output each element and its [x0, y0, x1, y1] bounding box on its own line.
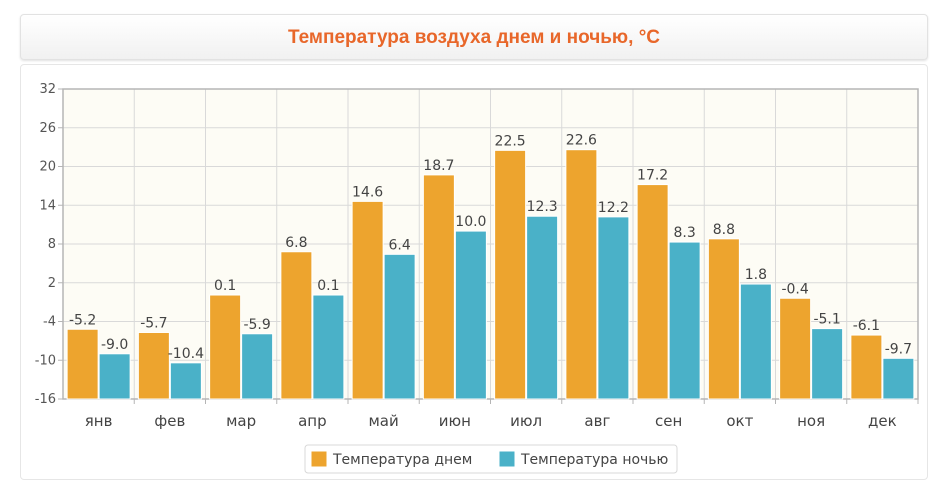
- x-tick-label: окт: [726, 412, 753, 430]
- data-label-night: 0.1: [317, 278, 339, 294]
- bar-day: [422, 174, 455, 400]
- legend-item-night-swatch: [498, 450, 516, 468]
- data-label-day: -0.4: [781, 281, 808, 297]
- x-tick-label: мар: [226, 412, 256, 430]
- data-label-night: 10.0: [455, 214, 486, 230]
- y-tick-label: 32: [39, 82, 56, 97]
- data-label-night: 12.3: [527, 199, 558, 215]
- data-label-day: -5.2: [69, 312, 96, 328]
- bar-day: [494, 149, 527, 400]
- data-label-night: -9.0: [101, 337, 128, 353]
- data-label-night: -5.9: [243, 317, 270, 333]
- y-tick-label: -4: [43, 315, 56, 330]
- bar-night: [668, 241, 701, 400]
- legend-box: [304, 444, 678, 474]
- bar-night: [383, 253, 416, 400]
- bar-night: [98, 353, 131, 400]
- chart-title: Температура воздуха днем и ночью, °C: [287, 27, 661, 48]
- bar-night: [882, 357, 915, 400]
- y-tick-label: 20: [39, 160, 56, 175]
- bar-day: [850, 334, 883, 400]
- bar-night: [241, 333, 274, 400]
- bar-night: [312, 294, 345, 400]
- data-label-night: -10.4: [168, 346, 204, 362]
- data-label-day: 14.6: [352, 184, 383, 200]
- bar-day: [209, 294, 242, 400]
- bar-day: [351, 200, 384, 400]
- data-label-day: 6.8: [285, 235, 307, 251]
- bar-day: [66, 328, 99, 400]
- bar-day: [565, 149, 598, 400]
- x-tick-label: апр: [298, 412, 327, 430]
- x-tick-label: авг: [584, 412, 610, 430]
- x-tick-label: июн: [439, 412, 471, 430]
- bar-day: [280, 251, 313, 400]
- y-tick-label: 14: [39, 198, 56, 213]
- x-tick-label: сен: [655, 412, 682, 430]
- x-tick-label: фев: [154, 412, 185, 430]
- x-tick-label: июл: [510, 412, 542, 430]
- bar-day: [636, 184, 669, 400]
- data-label-day: 8.8: [713, 222, 735, 238]
- bar-night: [739, 283, 772, 400]
- y-tick-label: -16: [35, 392, 56, 407]
- data-label-night: -5.1: [813, 312, 840, 328]
- data-label-night: -9.7: [885, 341, 912, 357]
- chart-title-box: Температура воздуха днем и ночью, °C: [20, 14, 928, 60]
- x-tick-label: дек: [868, 412, 897, 430]
- legend-item-day-label: Температура днем: [332, 452, 472, 468]
- bar-night: [597, 216, 630, 400]
- data-label-day: -5.7: [140, 315, 167, 331]
- legend-item-day-swatch: [310, 450, 328, 468]
- bar-night: [526, 215, 559, 400]
- y-tick-label: 2: [48, 276, 56, 291]
- x-tick-label: ноя: [797, 412, 825, 430]
- data-label-day: 0.1: [214, 278, 236, 294]
- data-label-night: 12.2: [598, 200, 629, 216]
- y-tick-label: -10: [35, 353, 56, 368]
- bar-night: [811, 328, 844, 400]
- data-label-night: 6.4: [388, 237, 410, 253]
- data-label-day: 18.7: [423, 158, 454, 174]
- chart-container: 32 26 20 14 8 2 -4 -10 -16 -5.2 -9.0 янв -5.7 -10.4 фе…: [20, 64, 928, 480]
- bar-day: [779, 297, 812, 400]
- data-label-day: -6.1: [853, 318, 880, 334]
- bar-chart: 32 26 20 14 8 2 -4 -10 -16 -5.2 -9.0 янв -5.7-10.4 фе…: [35, 82, 919, 474]
- legend-item-night-label: Температура ночью: [520, 452, 669, 468]
- bar-night: [169, 362, 202, 400]
- bar-day: [707, 238, 740, 400]
- bar-night: [454, 230, 487, 400]
- x-tick-label: май: [368, 412, 398, 430]
- y-tick-label: 8: [48, 237, 56, 252]
- data-label-day: 22.5: [495, 133, 526, 149]
- data-label-day: 17.2: [637, 168, 668, 184]
- data-label-day: 22.6: [566, 133, 597, 149]
- bar-day: [137, 331, 170, 400]
- data-label-night: 1.8: [745, 267, 767, 283]
- x-tick-label: янв: [85, 412, 113, 430]
- data-label-night: 8.3: [673, 225, 695, 241]
- y-tick-label: 26: [39, 121, 56, 136]
